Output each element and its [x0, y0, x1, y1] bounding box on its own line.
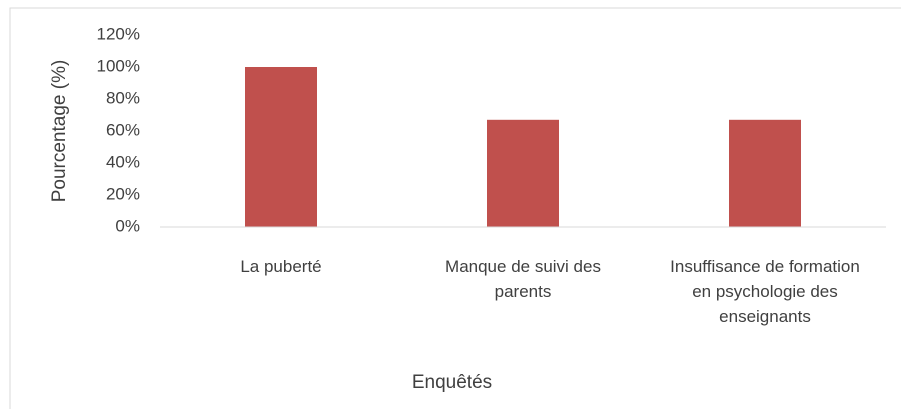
- y-tick-label: 20%: [106, 184, 140, 203]
- y-tick-label: 60%: [106, 120, 140, 139]
- bar: [729, 119, 801, 227]
- x-axis-title: Enquêtés: [412, 372, 492, 393]
- y-tick-label: 120%: [97, 24, 140, 43]
- y-axis-title: Pourcentage (%): [49, 60, 70, 203]
- x-tick-label: Manque de suivi des parents: [445, 257, 601, 301]
- x-tick-label: Insuffisance de formation en psychologie …: [670, 257, 860, 326]
- y-tick-label: 100%: [97, 56, 140, 75]
- y-tick-label: 80%: [106, 88, 140, 107]
- bar: [245, 67, 317, 227]
- x-tick-label: La puberté: [240, 257, 321, 276]
- bar: [487, 119, 559, 227]
- y-tick-label: 40%: [106, 152, 140, 171]
- y-tick-label: 0%: [115, 216, 140, 235]
